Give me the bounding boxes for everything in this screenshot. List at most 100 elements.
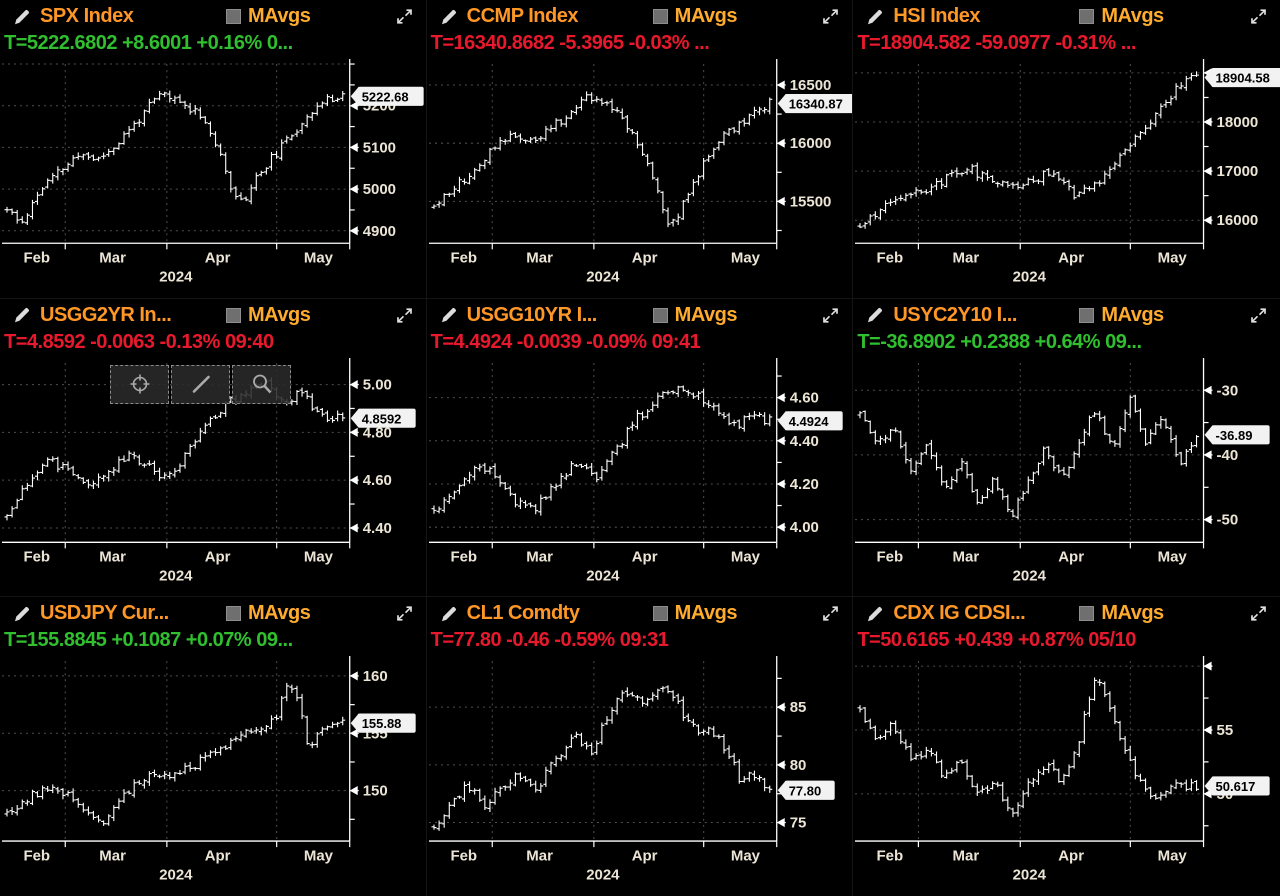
svg-text:-50: -50 <box>1217 511 1239 528</box>
edit-pencil-icon[interactable] <box>439 7 459 27</box>
edit-pencil-icon[interactable] <box>12 7 32 27</box>
price-chart[interactable]: 75 80 85 Feb Mar Apr May 2024 77.80 <box>427 655 853 896</box>
svg-text:2024: 2024 <box>586 268 620 285</box>
panel-header: SPX Index MAvgs <box>0 0 426 30</box>
svg-text:2024: 2024 <box>586 567 620 584</box>
panel-header: USGG2YR In... MAvgs <box>0 299 426 329</box>
svg-text:150: 150 <box>363 783 388 800</box>
svg-text:2024: 2024 <box>159 567 193 584</box>
mavgs-checkbox[interactable] <box>1079 606 1095 622</box>
svg-text:Mar: Mar <box>99 249 126 266</box>
quote-line: T=50.6165 +0.439 +0.87% 05/10 <box>857 629 1136 652</box>
edit-pencil-icon[interactable] <box>865 604 885 624</box>
expand-icon[interactable] <box>395 306 414 325</box>
svg-text:Apr: Apr <box>1059 548 1085 565</box>
svg-text:-30: -30 <box>1217 382 1239 399</box>
chart-hover-toolbar <box>110 364 291 404</box>
panel-header: USYC2Y10 I... MAvgs <box>853 299 1280 329</box>
mavgs-checkbox[interactable] <box>652 307 668 323</box>
svg-text:May: May <box>731 848 761 865</box>
quote-line: T=18904.582 -59.0977 -0.31% ... <box>857 32 1136 54</box>
svg-text:Apr: Apr <box>1059 249 1085 266</box>
mavgs-checkbox[interactable] <box>226 9 241 24</box>
security-name[interactable]: USDJPY Cur... <box>40 602 169 625</box>
svg-text:-36.89: -36.89 <box>1216 428 1253 443</box>
trendline-button[interactable] <box>171 364 230 404</box>
svg-text:2024: 2024 <box>1013 867 1047 884</box>
mavgs-checkbox[interactable] <box>1079 9 1095 24</box>
svg-text:Apr: Apr <box>1059 848 1085 865</box>
edit-pencil-icon[interactable] <box>865 305 885 325</box>
price-chart[interactable]: 4.00 4.20 4.40 4.60 Feb Mar Apr May 2024 4.4924 <box>427 357 853 597</box>
price-chart[interactable]: 4.40 4.60 4.80 5.00 Feb Mar Apr May 2024 4.8592 <box>0 357 426 597</box>
svg-text:2024: 2024 <box>159 867 193 884</box>
svg-text:5.00: 5.00 <box>363 376 392 393</box>
svg-text:Feb: Feb <box>23 249 50 266</box>
svg-text:Mar: Mar <box>526 548 553 565</box>
zoom-button[interactable] <box>232 364 291 404</box>
mavgs-checkbox[interactable] <box>652 606 668 622</box>
svg-text:Apr: Apr <box>205 548 231 565</box>
svg-text:15500: 15500 <box>789 193 831 210</box>
security-name[interactable]: CL1 Comdty <box>466 602 580 625</box>
security-name[interactable]: HSI Index <box>893 5 980 27</box>
svg-text:Feb: Feb <box>450 249 477 266</box>
expand-icon[interactable] <box>1249 306 1268 325</box>
edit-pencil-icon[interactable] <box>12 604 32 624</box>
security-name[interactable]: SPX Index <box>40 5 134 27</box>
expand-icon[interactable] <box>395 7 414 26</box>
svg-text:4.4924: 4.4924 <box>788 413 828 428</box>
mavgs-label: MAvgs <box>1101 5 1164 27</box>
chart-panel: HSI Index MAvgs T=18904.582 -59.0977 -0.… <box>853 0 1280 299</box>
expand-icon[interactable] <box>395 604 414 623</box>
svg-text:Mar: Mar <box>953 848 980 865</box>
mavgs-checkbox[interactable] <box>1079 307 1095 323</box>
svg-text:Mar: Mar <box>526 848 553 865</box>
svg-text:160: 160 <box>363 668 388 685</box>
mavgs-label: MAvgs <box>674 5 738 27</box>
expand-icon[interactable] <box>821 306 840 325</box>
quote-line: T=155.8845 +0.1087 +0.07% 09... <box>4 629 293 652</box>
svg-text:16340.87: 16340.87 <box>788 97 842 112</box>
price-chart[interactable]: 5055FebMarAprMay202450.617 <box>853 655 1280 896</box>
svg-text:Feb: Feb <box>450 848 477 865</box>
chart-panel: CCMP Index MAvgs T=16340.8682 -5.3965 -0… <box>426 0 854 299</box>
mavgs-checkbox[interactable] <box>226 307 241 323</box>
svg-text:18904.58: 18904.58 <box>1216 71 1270 86</box>
price-chart[interactable]: -50 -40 -30 Feb Mar Apr May 2024 -36.89 <box>853 357 1280 597</box>
security-name[interactable]: CCMP Index <box>466 5 579 27</box>
panel-header: CCMP Index MAvgs <box>427 0 853 30</box>
quote-line: T=4.4924 -0.0039 -0.09% 09:41 <box>430 330 701 353</box>
svg-text:4.40: 4.40 <box>363 520 392 537</box>
expand-icon[interactable] <box>1249 604 1268 623</box>
mavgs-checkbox[interactable] <box>226 606 241 622</box>
panel-header: USGG10YR I... MAvgs <box>427 299 853 329</box>
chart-panel: USDJPY Cur... MAvgs T=155.8845 +0.1087 +… <box>0 597 427 896</box>
expand-icon[interactable] <box>821 604 840 623</box>
edit-pencil-icon[interactable] <box>12 305 32 325</box>
quote-line: T=77.80 -0.46 -0.59% 09:31 <box>430 629 669 652</box>
svg-text:77.80: 77.80 <box>788 784 820 799</box>
mavgs-checkbox[interactable] <box>652 9 668 24</box>
edit-pencil-icon[interactable] <box>439 305 459 325</box>
chart-panel: USYC2Y10 I... MAvgs T=-36.8902 +0.2388 +… <box>853 298 1280 598</box>
security-name[interactable]: CDX IG CDSI... <box>893 602 1026 625</box>
svg-text:May: May <box>304 848 334 865</box>
price-chart[interactable]: 15500 16000 16500 Feb Mar Apr May 2024 16340.87 <box>427 58 853 298</box>
crosshair-button[interactable] <box>110 364 169 404</box>
security-name[interactable]: USYC2Y10 I... <box>893 303 1017 326</box>
svg-text:Feb: Feb <box>23 848 50 865</box>
expand-icon[interactable] <box>821 7 840 26</box>
panel-header: HSI Index MAvgs <box>853 0 1280 30</box>
price-chart[interactable]: 16000 17000 18000 Feb Mar Apr May 2024 18904.58 <box>853 58 1280 298</box>
expand-icon[interactable] <box>1249 7 1268 26</box>
edit-pencil-icon[interactable] <box>439 604 459 624</box>
edit-pencil-icon[interactable] <box>865 7 885 27</box>
security-name[interactable]: USGG10YR I... <box>466 303 598 326</box>
security-name[interactable]: USGG2YR In... <box>40 303 172 326</box>
svg-text:16000: 16000 <box>1217 212 1259 229</box>
svg-text:Apr: Apr <box>631 249 657 266</box>
